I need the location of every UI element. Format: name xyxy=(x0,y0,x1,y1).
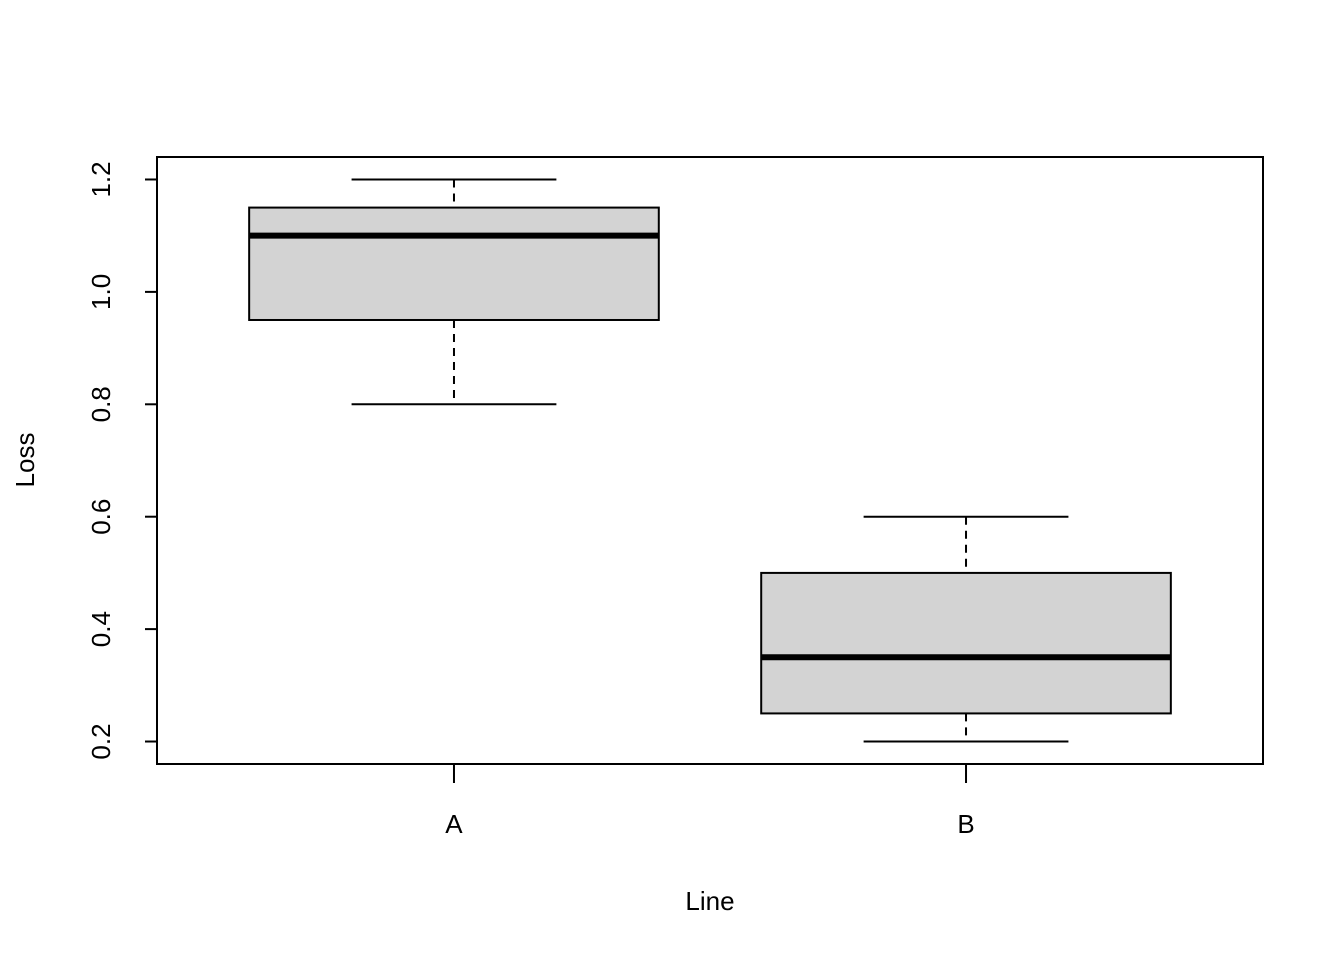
box-A xyxy=(248,206,660,321)
y-tick-label: 0.2 xyxy=(86,723,116,759)
x-axis-label: Line xyxy=(685,886,734,916)
y-tick-label: 1.2 xyxy=(86,161,116,197)
y-tick-label: 1.0 xyxy=(86,274,116,310)
y-axis-label: Loss xyxy=(10,433,40,488)
x-tick-label: B xyxy=(957,809,974,839)
x-tick-label: A xyxy=(445,809,463,839)
y-tick-label: 0.8 xyxy=(86,386,116,422)
y-tick-label: 0.4 xyxy=(86,611,116,647)
box-B xyxy=(760,571,1172,715)
y-tick-label: 0.6 xyxy=(86,499,116,535)
